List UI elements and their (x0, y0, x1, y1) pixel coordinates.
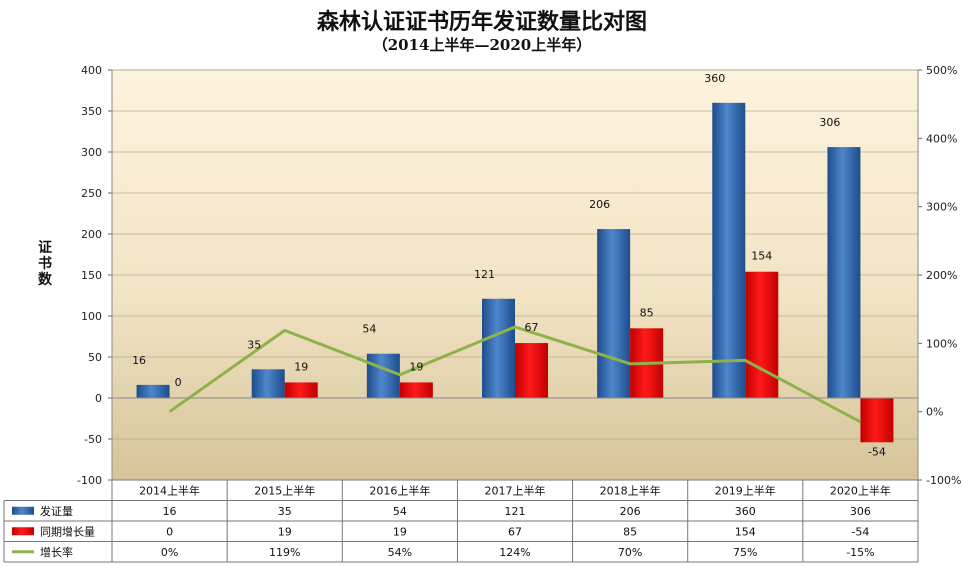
y-tick-label: 0 (95, 392, 102, 405)
data-label-growth: 19 (409, 360, 423, 373)
y-tick-label: 250 (81, 187, 102, 200)
x-tick-label: 2018上半年 (600, 484, 661, 498)
table-cell: 119% (269, 546, 300, 559)
y2-tick-label: 100% (926, 337, 957, 350)
bar-growth (399, 382, 433, 398)
table-cell: 0 (166, 525, 173, 538)
data-label-growth: 0 (175, 376, 182, 389)
data-label-growth: 19 (294, 360, 308, 373)
table-cell: 16 (163, 505, 177, 518)
y-axis-title: 证书数 (38, 240, 53, 288)
data-label-issued: 16 (132, 354, 146, 367)
table-cell: 75% (733, 546, 757, 559)
bar-issued (712, 102, 746, 399)
bar-growth (515, 343, 548, 398)
x-tick-label: 2014上半年 (139, 484, 200, 498)
legend-label: 增长率 (40, 545, 73, 559)
table-cell: 154 (735, 525, 756, 538)
data-label-issued: 121 (474, 268, 495, 281)
table-cell: 54% (388, 546, 412, 559)
y-tick-label: 350 (81, 105, 102, 118)
legend-label: 发证量 (40, 504, 73, 518)
table-cell: 19 (278, 525, 292, 538)
x-tick-label: 2017上半年 (485, 484, 546, 498)
y-tick-label: 50 (88, 351, 102, 364)
y-tick-label: 150 (81, 269, 102, 282)
legend-label: 同期增长量 (40, 524, 95, 538)
table-cell: 19 (393, 525, 407, 538)
data-label-issued: 360 (704, 72, 725, 85)
y2-tick-label: 300% (926, 201, 957, 214)
bar-issued (136, 384, 170, 398)
x-tick-label: 2019上半年 (715, 484, 776, 498)
table-cell: 67 (508, 525, 522, 538)
table-cell: 124% (499, 546, 530, 559)
table-cell: 206 (620, 505, 641, 518)
y-tick-label: -50 (84, 433, 102, 446)
data-label-issued: 35 (247, 338, 261, 351)
table-cell: 35 (278, 505, 292, 518)
y-tick-label: 200 (81, 228, 102, 241)
y-tick-label: 300 (81, 146, 102, 159)
y-tick-label: -100 (77, 474, 102, 487)
chart-title: 森林认证证书历年发证数量比对图 (316, 9, 647, 35)
bar-growth (860, 398, 894, 443)
y2-tick-label: 200% (926, 269, 957, 282)
bar-issued (827, 147, 861, 398)
data-label-issued: 306 (819, 116, 840, 129)
bar-growth (284, 382, 318, 398)
x-tick-label: 2016上半年 (369, 484, 430, 498)
table-cell: 85 (623, 525, 637, 538)
table-cell: 54 (393, 505, 407, 518)
data-label-issued: 54 (362, 323, 376, 336)
legend-key-issued (12, 506, 34, 515)
data-label-growth: -54 (868, 445, 886, 458)
y2-tick-label: 0% (926, 406, 943, 419)
table-cell: 70% (618, 546, 642, 559)
bar-issued (366, 353, 400, 398)
chart-subtitle: （2014上半年—2020上半年） (372, 36, 592, 54)
bar-issued (251, 369, 285, 398)
y-tick-label: 400 (81, 64, 102, 77)
x-tick-label: 2015上半年 (254, 484, 315, 498)
y2-tick-label: 400% (926, 132, 957, 145)
data-label-growth: 154 (751, 250, 772, 263)
table-cell: 0% (161, 546, 178, 559)
y2-tick-label: -100% (926, 474, 961, 487)
data-label-issued: 206 (589, 198, 610, 211)
table-cell: -54 (851, 525, 869, 538)
table-cell: 121 (505, 505, 526, 518)
x-tick-label: 2020上半年 (830, 484, 891, 498)
table-cell: -15% (846, 546, 874, 559)
table-cell: 360 (735, 505, 756, 518)
legend-key-growth (12, 527, 34, 536)
bar-issued (597, 229, 631, 398)
table-cell: 306 (850, 505, 871, 518)
y-tick-label: 100 (81, 310, 102, 323)
data-label-growth: 67 (525, 321, 539, 334)
bar-issued (482, 298, 515, 398)
y2-tick-label: 500% (926, 64, 957, 77)
bar-growth (745, 271, 779, 398)
data-label-growth: 85 (640, 306, 654, 319)
